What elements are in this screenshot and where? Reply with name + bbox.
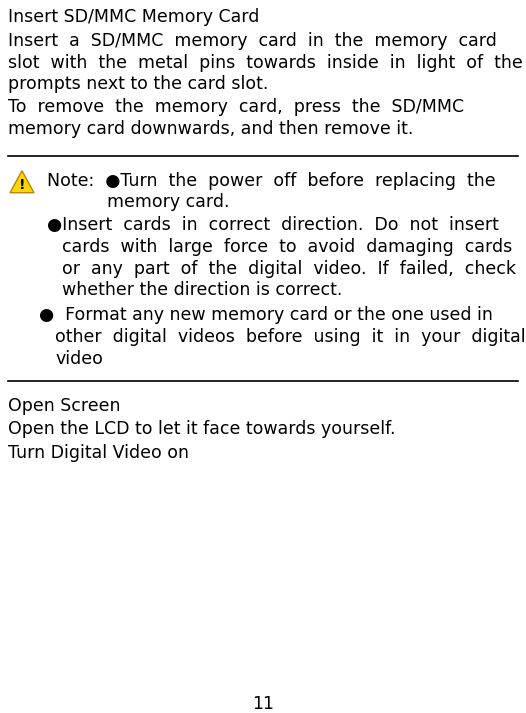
Text: cards  with  large  force  to  avoid  damaging  cards: cards with large force to avoid damaging… — [62, 238, 512, 256]
Text: other  digital  videos  before  using  it  in  your  digital: other digital videos before using it in … — [55, 328, 525, 346]
Text: video: video — [55, 349, 103, 367]
Text: memory card downwards, and then remove it.: memory card downwards, and then remove i… — [8, 120, 413, 138]
Text: !: ! — [19, 178, 25, 192]
Text: whether the direction is correct.: whether the direction is correct. — [62, 281, 342, 299]
Text: Insert SD/MMC Memory Card: Insert SD/MMC Memory Card — [8, 8, 259, 26]
Text: prompts next to the card slot.: prompts next to the card slot. — [8, 75, 268, 93]
Text: Open Screen: Open Screen — [8, 397, 120, 415]
Text: Note:  ●Turn  the  power  off  before  replacing  the: Note: ●Turn the power off before replaci… — [47, 172, 495, 190]
Text: 11: 11 — [252, 695, 274, 713]
Text: Insert  a  SD/MMC  memory  card  in  the  memory  card: Insert a SD/MMC memory card in the memor… — [8, 32, 497, 50]
Text: ●  Format any new memory card or the one used in: ● Format any new memory card or the one … — [39, 307, 493, 324]
Text: ●Insert  cards  in  correct  direction.  Do  not  insert: ●Insert cards in correct direction. Do n… — [47, 217, 499, 235]
Text: To  remove  the  memory  card,  press  the  SD/MMC: To remove the memory card, press the SD/… — [8, 98, 464, 116]
Text: Open the LCD to let it face towards yourself.: Open the LCD to let it face towards your… — [8, 421, 396, 438]
Text: Turn Digital Video on: Turn Digital Video on — [8, 444, 189, 462]
Text: slot  with  the  metal  pins  towards  inside  in  light  of  the: slot with the metal pins towards inside … — [8, 53, 523, 71]
Text: or  any  part  of  the  digital  video.  If  failed,  check: or any part of the digital video. If fai… — [62, 260, 516, 277]
Polygon shape — [10, 170, 34, 193]
Text: memory card.: memory card. — [107, 193, 229, 211]
